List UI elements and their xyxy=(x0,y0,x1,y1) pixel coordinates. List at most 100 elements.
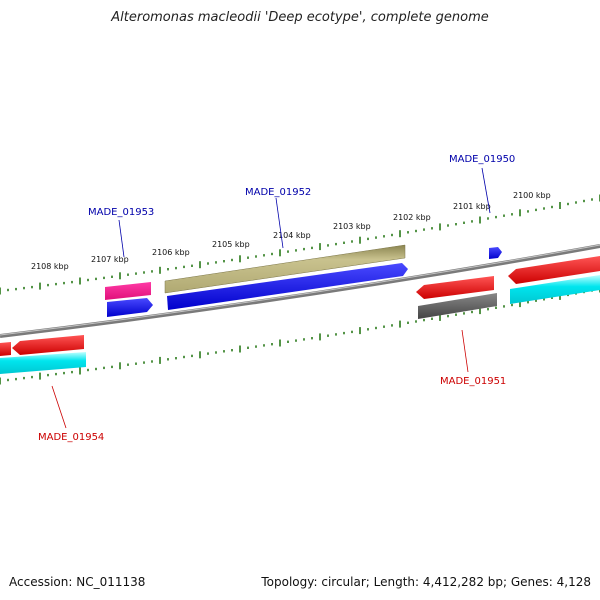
inner-minor-tick xyxy=(447,314,449,318)
inner-minor-tick xyxy=(167,358,169,361)
inner-minor-tick xyxy=(511,303,513,307)
outer-major-tick xyxy=(39,282,41,290)
inner-major-tick xyxy=(319,333,321,341)
tick-label-2107: 2107 kbp xyxy=(91,255,129,264)
outer-minor-tick xyxy=(303,247,305,251)
inner-minor-tick xyxy=(7,378,9,382)
outer-minor-tick xyxy=(31,285,33,289)
cyan-feature-right[interactable] xyxy=(510,275,600,304)
inner-minor-tick xyxy=(223,350,225,353)
gene-label-made-01951[interactable]: MADE_01951 xyxy=(440,376,506,387)
outer-minor-tick xyxy=(71,280,73,284)
outer-minor-tick xyxy=(583,199,585,203)
outer-minor-tick xyxy=(111,275,113,278)
outer-minor-tick xyxy=(127,273,129,276)
outer-minor-tick xyxy=(15,287,17,291)
inner-minor-tick xyxy=(543,298,545,301)
outer-major-tick xyxy=(359,236,361,244)
inner-minor-tick xyxy=(295,339,297,342)
cds-made-01951[interactable] xyxy=(416,276,494,299)
cds-made-01954[interactable] xyxy=(12,335,84,355)
outer-minor-tick xyxy=(167,268,169,271)
outer-major-tick xyxy=(559,202,561,209)
rna-made-01953[interactable] xyxy=(105,282,151,300)
outer-major-tick xyxy=(319,243,321,251)
tick-label-2101: 2101 kbp xyxy=(453,202,491,211)
inner-major-tick xyxy=(359,327,361,335)
inner-minor-tick xyxy=(487,308,489,311)
inner-minor-tick xyxy=(63,371,65,375)
outer-minor-tick xyxy=(503,214,505,217)
inner-minor-tick xyxy=(247,346,249,349)
inner-minor-tick xyxy=(215,351,217,354)
cds-made-01950[interactable] xyxy=(489,247,502,259)
outer-minor-tick xyxy=(447,224,449,227)
inner-minor-tick xyxy=(271,343,273,346)
gene-label-made-01954[interactable]: MADE_01954 xyxy=(38,432,104,443)
outer-minor-tick xyxy=(375,236,377,239)
tick-label-2103: 2103 kbp xyxy=(333,222,371,231)
outer-minor-tick xyxy=(487,217,489,220)
inner-minor-tick xyxy=(351,330,353,334)
inner-minor-tick xyxy=(431,317,433,320)
inner-minor-tick xyxy=(87,368,89,372)
outer-minor-tick xyxy=(295,249,297,252)
inner-minor-tick xyxy=(383,325,385,328)
gene-label-made-01952[interactable]: MADE_01952 xyxy=(245,187,311,198)
inner-minor-tick xyxy=(103,366,105,370)
outer-minor-tick xyxy=(63,281,65,285)
tan-feature[interactable] xyxy=(164,244,406,294)
accession-text: Accession: NC_011138 xyxy=(9,575,146,589)
outer-minor-tick xyxy=(247,256,249,259)
outer-minor-tick xyxy=(223,260,225,263)
outer-minor-tick xyxy=(151,270,153,273)
inner-minor-tick xyxy=(287,340,289,343)
inner-minor-tick xyxy=(127,363,129,366)
cds-small-forward[interactable] xyxy=(107,298,153,317)
gene-label-made-01953[interactable]: MADE_01953 xyxy=(88,207,154,218)
tick-labels: 2100 kbp 2101 kbp 2102 kbp 2103 kbp 2104… xyxy=(31,191,551,271)
gray-feature[interactable] xyxy=(418,293,497,319)
outer-major-tick xyxy=(279,249,281,257)
outer-minor-tick xyxy=(351,240,353,243)
inner-minor-tick xyxy=(47,373,49,377)
inner-minor-tick xyxy=(495,306,497,309)
inner-minor-tick xyxy=(151,360,153,363)
inner-major-tick xyxy=(439,313,441,321)
cds-partial-left[interactable] xyxy=(0,342,11,356)
outer-major-tick xyxy=(399,230,401,238)
inner-major-tick xyxy=(199,351,201,359)
inner-minor-tick xyxy=(15,377,17,381)
inner-minor-tick xyxy=(263,344,265,347)
outer-minor-tick xyxy=(287,250,289,253)
inner-major-tick xyxy=(279,339,281,347)
outer-major-tick xyxy=(199,261,201,269)
inner-minor-tick xyxy=(31,375,33,379)
features-reverse xyxy=(0,256,600,374)
inner-minor-tick xyxy=(375,326,377,330)
outer-minor-tick xyxy=(575,201,577,204)
outer-minor-tick xyxy=(407,231,409,234)
outer-minor-tick xyxy=(567,202,569,206)
outer-minor-tick xyxy=(231,258,233,262)
inner-minor-tick xyxy=(231,349,233,352)
outer-minor-tick xyxy=(367,237,369,241)
cds-made-01952[interactable] xyxy=(167,263,408,310)
gene-label-made-01950[interactable]: MADE_01950 xyxy=(449,154,515,165)
outer-minor-tick xyxy=(471,220,473,223)
outer-minor-tick xyxy=(423,228,425,231)
inner-minor-tick xyxy=(423,318,425,322)
inner-minor-tick xyxy=(183,355,185,359)
inner-minor-tick xyxy=(311,337,313,340)
cds-reverse-right[interactable] xyxy=(508,256,600,284)
cyan-feature-left[interactable] xyxy=(0,352,86,374)
outer-minor-tick xyxy=(55,282,57,286)
inner-minor-tick xyxy=(95,367,97,371)
outer-tick-track xyxy=(0,194,600,295)
outer-minor-tick xyxy=(327,244,329,247)
outer-minor-tick xyxy=(311,246,313,250)
outer-minor-tick xyxy=(87,278,89,282)
inner-minor-tick xyxy=(335,333,337,336)
outer-minor-tick xyxy=(103,276,105,280)
outer-minor-tick xyxy=(215,261,217,264)
